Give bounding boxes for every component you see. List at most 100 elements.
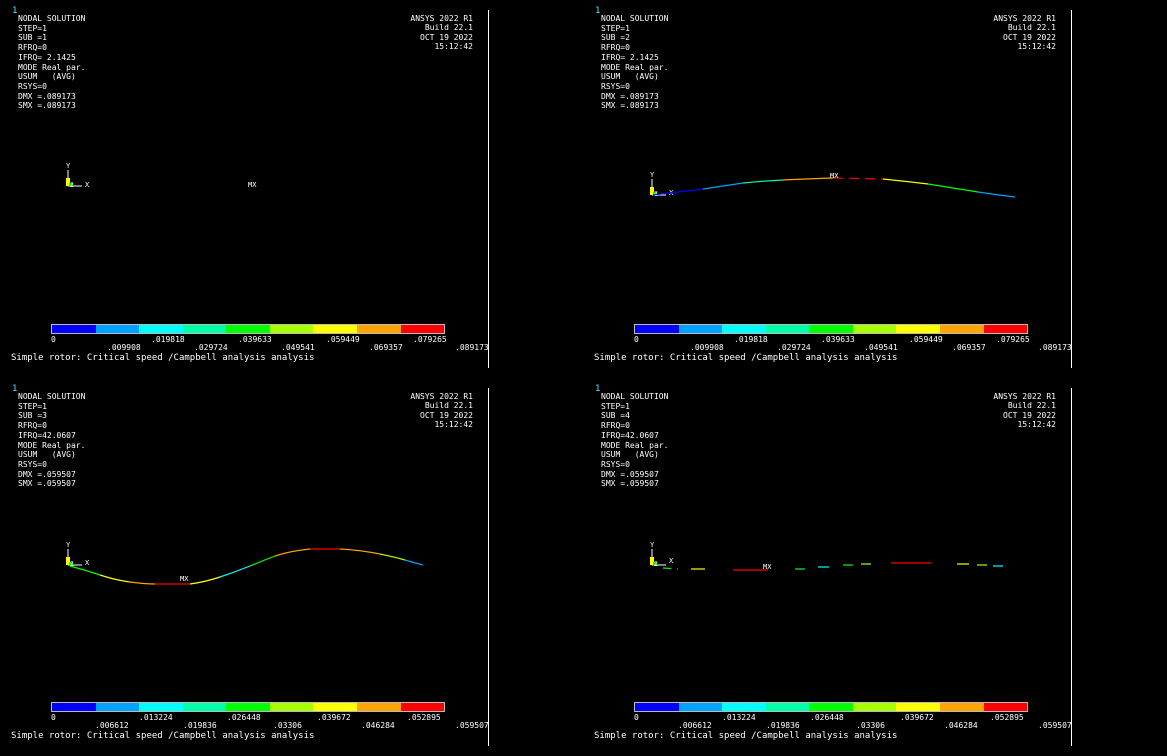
legend-value: 0 [634, 713, 639, 722]
stamp-line: Build 22.1 [424, 401, 473, 411]
legend-labels: 0 .013224 .026448 .039672 .052895 .00661… [51, 713, 491, 733]
mode-shape-curve [69, 548, 424, 585]
mode-shape-curve [652, 177, 1016, 198]
legend-value: .039672 [317, 713, 351, 722]
legend-labels: 0 .019818 .039633 .059449 .079265 .00990… [634, 335, 1074, 355]
version-stamp: ANSYS 2022 R1 Build 22.1 OCT 19 2022 15:… [993, 392, 1056, 429]
axis-y-label: Y [650, 171, 655, 179]
info-line: SUB =1 [18, 33, 47, 43]
info-line: IFRQ= 2.1425 [601, 52, 659, 62]
stamp-line: 15:12:42 [1017, 419, 1056, 429]
legend-band [313, 325, 357, 333]
legend-band [983, 703, 1028, 711]
legend-value: .079265 [413, 335, 447, 344]
stamp-line: ANSYS 2022 R1 [993, 14, 1056, 23]
legend-value: .019836 [766, 721, 800, 730]
triad-icon [66, 170, 82, 187]
legend-band [765, 703, 810, 711]
legend-band [269, 325, 314, 333]
stamp-line: 15:12:42 [434, 419, 473, 429]
legend-value: .089173 [455, 343, 489, 352]
legend-value: .006612 [95, 721, 129, 730]
axis-y-label: Y [66, 162, 71, 170]
max-marker: MX [180, 575, 189, 583]
legend-band [95, 325, 140, 333]
legend-value: .039672 [900, 713, 934, 722]
legend-value: .026448 [810, 713, 844, 722]
legend-value: .029724 [194, 343, 228, 352]
axis-z-label: Z [70, 182, 74, 189]
axis-y-label: Y [66, 541, 71, 549]
info-line: RSYS=0 [601, 81, 630, 91]
legend-band [852, 703, 897, 711]
stamp-line: OCT 19 2022 [1003, 32, 1056, 42]
legend-value: .019818 [734, 335, 768, 344]
legend-band [809, 325, 853, 333]
stamp-line: 15:12:42 [434, 41, 473, 51]
stamp-line: Build 22.1 [1007, 401, 1056, 411]
stamp-line: ANSYS 2022 R1 [410, 14, 473, 23]
stamp-line: OCT 19 2022 [420, 410, 473, 420]
viewport-window-3[interactable]: 1 NODAL SOLUTION STEP=1 SUB =3 RFRQ=0 IF… [0, 378, 583, 756]
info-line: IFRQ=42.0607 [18, 430, 76, 440]
legend-band [269, 703, 314, 711]
info-line: MODE Real par. [601, 62, 669, 72]
window-number: 1 [595, 384, 601, 394]
info-line: NODAL SOLUTION [18, 14, 86, 23]
legend-band [678, 703, 723, 711]
legend-value: .009908 [107, 343, 141, 352]
mode-shape-plot: Y Z X MX [66, 162, 257, 189]
contour-legend-bar [51, 324, 445, 334]
max-marker: MX [763, 563, 772, 571]
legend-value: .059449 [909, 335, 943, 344]
info-line: SUB =2 [601, 33, 630, 43]
legend-band [182, 703, 227, 711]
info-line: IFRQ= 2.1425 [18, 52, 76, 62]
legend-labels: 0 .013224 .026448 .039672 .052895 .00661… [634, 713, 1074, 733]
legend-value: .089173 [1038, 343, 1072, 352]
info-line: IFRQ=42.0607 [601, 430, 659, 440]
viewport-window-4[interactable]: 1 NODAL SOLUTION STEP=1 SUB =4 RFRQ=0 IF… [583, 378, 1166, 756]
mode-shape-plot: Y Z X MX [66, 541, 424, 585]
legend-band [356, 325, 401, 333]
legend-value: .069357 [369, 343, 403, 352]
max-marker: MX [830, 172, 839, 180]
info-line: MODE Real par. [18, 62, 86, 72]
window-border [1071, 388, 1072, 746]
viewport-window-2[interactable]: 1 NODAL SOLUTION STEP=1 SUB =2 RFRQ=0 IF… [583, 0, 1166, 378]
info-line: NODAL SOLUTION [18, 392, 86, 401]
info-line: STEP=1 [601, 401, 630, 411]
info-line: SMX =.059507 [601, 479, 659, 489]
version-stamp: ANSYS 2022 R1 Build 22.1 OCT 19 2022 15:… [410, 14, 473, 51]
legend-band [400, 325, 445, 333]
solution-info: NODAL SOLUTION STEP=1 SUB =3 RFRQ=0 IFRQ… [18, 392, 85, 489]
window-border [488, 388, 489, 746]
legend-value: .013224 [139, 713, 173, 722]
info-line: DMX =.059507 [601, 469, 659, 479]
legend-band [139, 703, 183, 711]
axis-y-label: Y [650, 541, 655, 549]
legend-band [722, 703, 766, 711]
legend-value: .03306 [856, 721, 885, 730]
info-line: SMX =.089173 [18, 101, 76, 111]
legend-value: .059507 [1038, 721, 1072, 730]
legend-value: .069357 [952, 343, 986, 352]
legend-band [139, 325, 183, 333]
legend-band [722, 325, 766, 333]
version-stamp: ANSYS 2022 R1 Build 22.1 OCT 19 2022 15:… [410, 392, 473, 429]
max-marker: MX [248, 181, 257, 189]
legend-value: 0 [51, 713, 56, 722]
info-line: RSYS=0 [18, 459, 47, 469]
legend-band [182, 325, 227, 333]
legend-band [939, 325, 984, 333]
axis-x-label: X [669, 557, 674, 565]
legend-value: .019818 [151, 335, 185, 344]
window-number: 1 [595, 6, 601, 16]
plot-caption: Simple rotor: Critical speed /Campbell a… [11, 353, 315, 363]
axis-z-label: Z [70, 561, 74, 568]
info-line: RFRQ=0 [601, 43, 630, 53]
viewport-window-1[interactable]: 1 NODAL SOLUTION STEP=1 SUB =1 RFRQ=0 IF… [0, 0, 583, 378]
legend-value: .046284 [361, 721, 395, 730]
legend-band [896, 325, 940, 333]
info-line: STEP=1 [18, 23, 47, 33]
